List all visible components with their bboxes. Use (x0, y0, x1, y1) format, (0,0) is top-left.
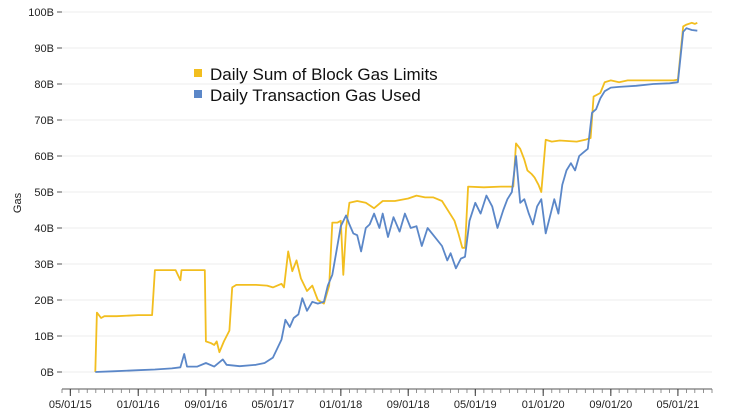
y-tick-label: 50B (34, 187, 54, 199)
series-line-gas-used (95, 27, 698, 373)
legend: Daily Sum of Block Gas Limits Daily Tran… (194, 65, 438, 105)
x-tick-label: 01/01/18 (319, 399, 362, 411)
x-tick-label: 01/01/16 (117, 399, 160, 411)
x-tick-label: 01/01/20 (522, 399, 565, 411)
y-tick-label: 10B (34, 331, 54, 343)
series-line-gas-limits (94, 21, 698, 373)
x-tick-label: 05/01/21 (656, 399, 699, 411)
y-axis-label: Gas (12, 192, 24, 213)
y-tick-label: 40B (34, 223, 54, 235)
legend-swatch-gas-used (194, 90, 202, 98)
data-series (94, 21, 698, 373)
y-tick-label: 30B (34, 259, 54, 271)
y-tick-label: 0B (41, 367, 54, 379)
y-tick-label: 80B (34, 79, 54, 91)
x-tick-label: 05/01/19 (454, 399, 497, 411)
x-tick-label: 09/01/20 (589, 399, 632, 411)
grid-lines (62, 11, 712, 373)
x-tick-label: 05/01/17 (252, 399, 295, 411)
legend-label-gas-used: Daily Transaction Gas Used (210, 86, 421, 105)
legend-label-gas-limits: Daily Sum of Block Gas Limits (210, 65, 438, 84)
y-tick-label: 20B (34, 295, 54, 307)
y-tick-label: 70B (34, 115, 54, 127)
axes: 0B 10B 20B 30B 40B 50B 60B 70B 80B 90B 100B 05/01/1… (28, 7, 713, 411)
x-tick-label: 05/01/15 (49, 399, 92, 411)
y-tick-label: 90B (34, 43, 54, 55)
x-tick-label: 09/01/16 (184, 399, 227, 411)
y-tick-label: 100B (28, 7, 54, 19)
legend-swatch-gas-limits (194, 69, 202, 77)
x-tick-label: 09/01/18 (387, 399, 430, 411)
y-tick-label: 60B (34, 151, 54, 163)
